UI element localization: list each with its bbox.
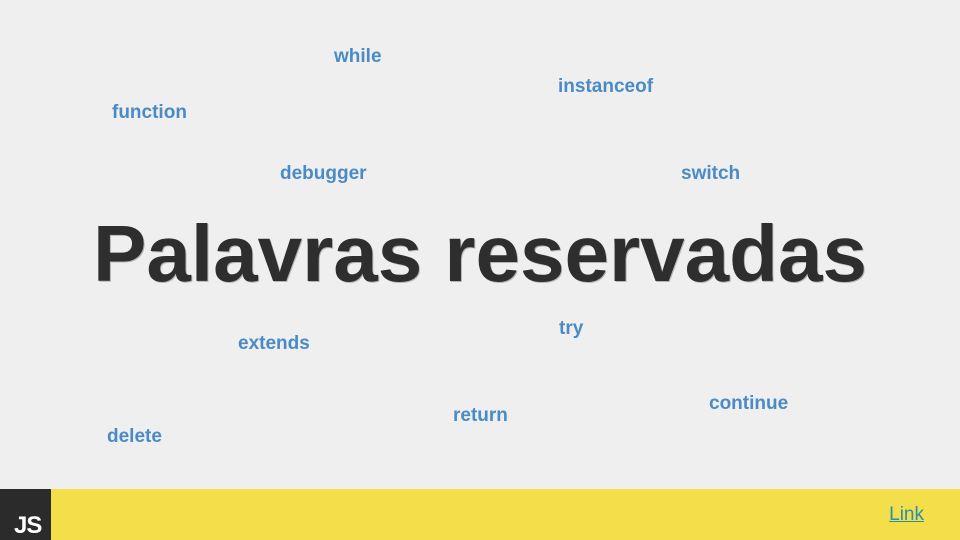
keyword-extends: extends xyxy=(238,333,310,354)
keyword-switch: switch xyxy=(681,163,741,184)
slide-title: Palavras reservadas xyxy=(93,209,867,298)
js-logo-text: JS xyxy=(14,512,42,539)
keyword-function: function xyxy=(112,102,187,123)
footer-link[interactable]: Link xyxy=(889,504,924,525)
keyword-while: while xyxy=(334,46,382,67)
js-logo: JS xyxy=(0,489,51,540)
footer-bar: JS Link xyxy=(0,489,960,540)
keyword-instanceof: instanceof xyxy=(558,76,654,97)
keyword-return: return xyxy=(453,405,508,426)
keyword-try: try xyxy=(559,318,584,339)
keyword-continue: continue xyxy=(709,393,789,414)
slide-canvas: while instanceof function debugger switc… xyxy=(93,46,867,447)
keyword-debugger: debugger xyxy=(280,163,367,184)
keyword-delete: delete xyxy=(107,426,162,447)
